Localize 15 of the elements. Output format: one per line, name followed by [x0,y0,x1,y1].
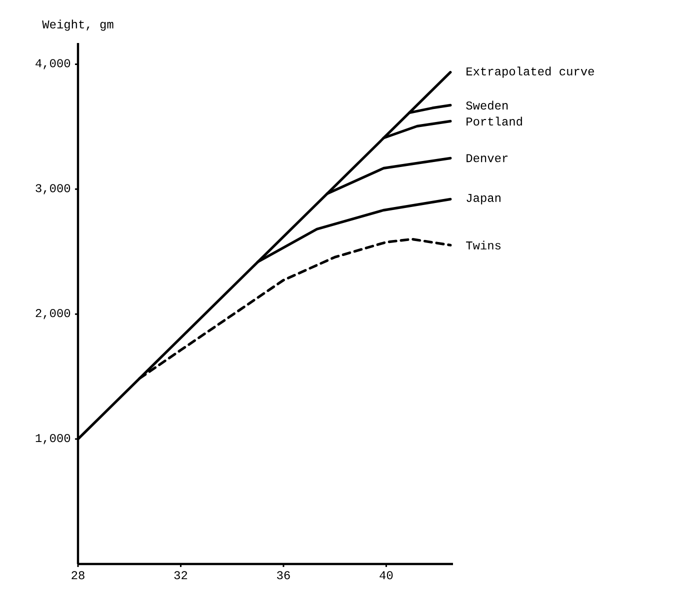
x-tick-label: 40 [380,571,393,580]
y-tick-label: 2,000 [36,309,70,320]
series-label: Japan [466,194,500,204]
series-label: Denver [466,154,508,162]
x-tick-label: 28 [72,571,84,580]
series-label: Portland [466,116,522,126]
y-tick-label: 3,000 [36,184,70,194]
y-tick-label: 4,000 [36,59,70,70]
x-tick-label: 32 [174,571,188,580]
series-label: Extrapolated curve [466,66,594,78]
series-label: Sweden [466,100,508,110]
y-tick-label: 1,000 [36,434,70,444]
x-tick-label: 36 [277,571,290,580]
series-label: Twins [466,240,501,250]
y-axis-title: Weight, gm [42,20,114,31]
